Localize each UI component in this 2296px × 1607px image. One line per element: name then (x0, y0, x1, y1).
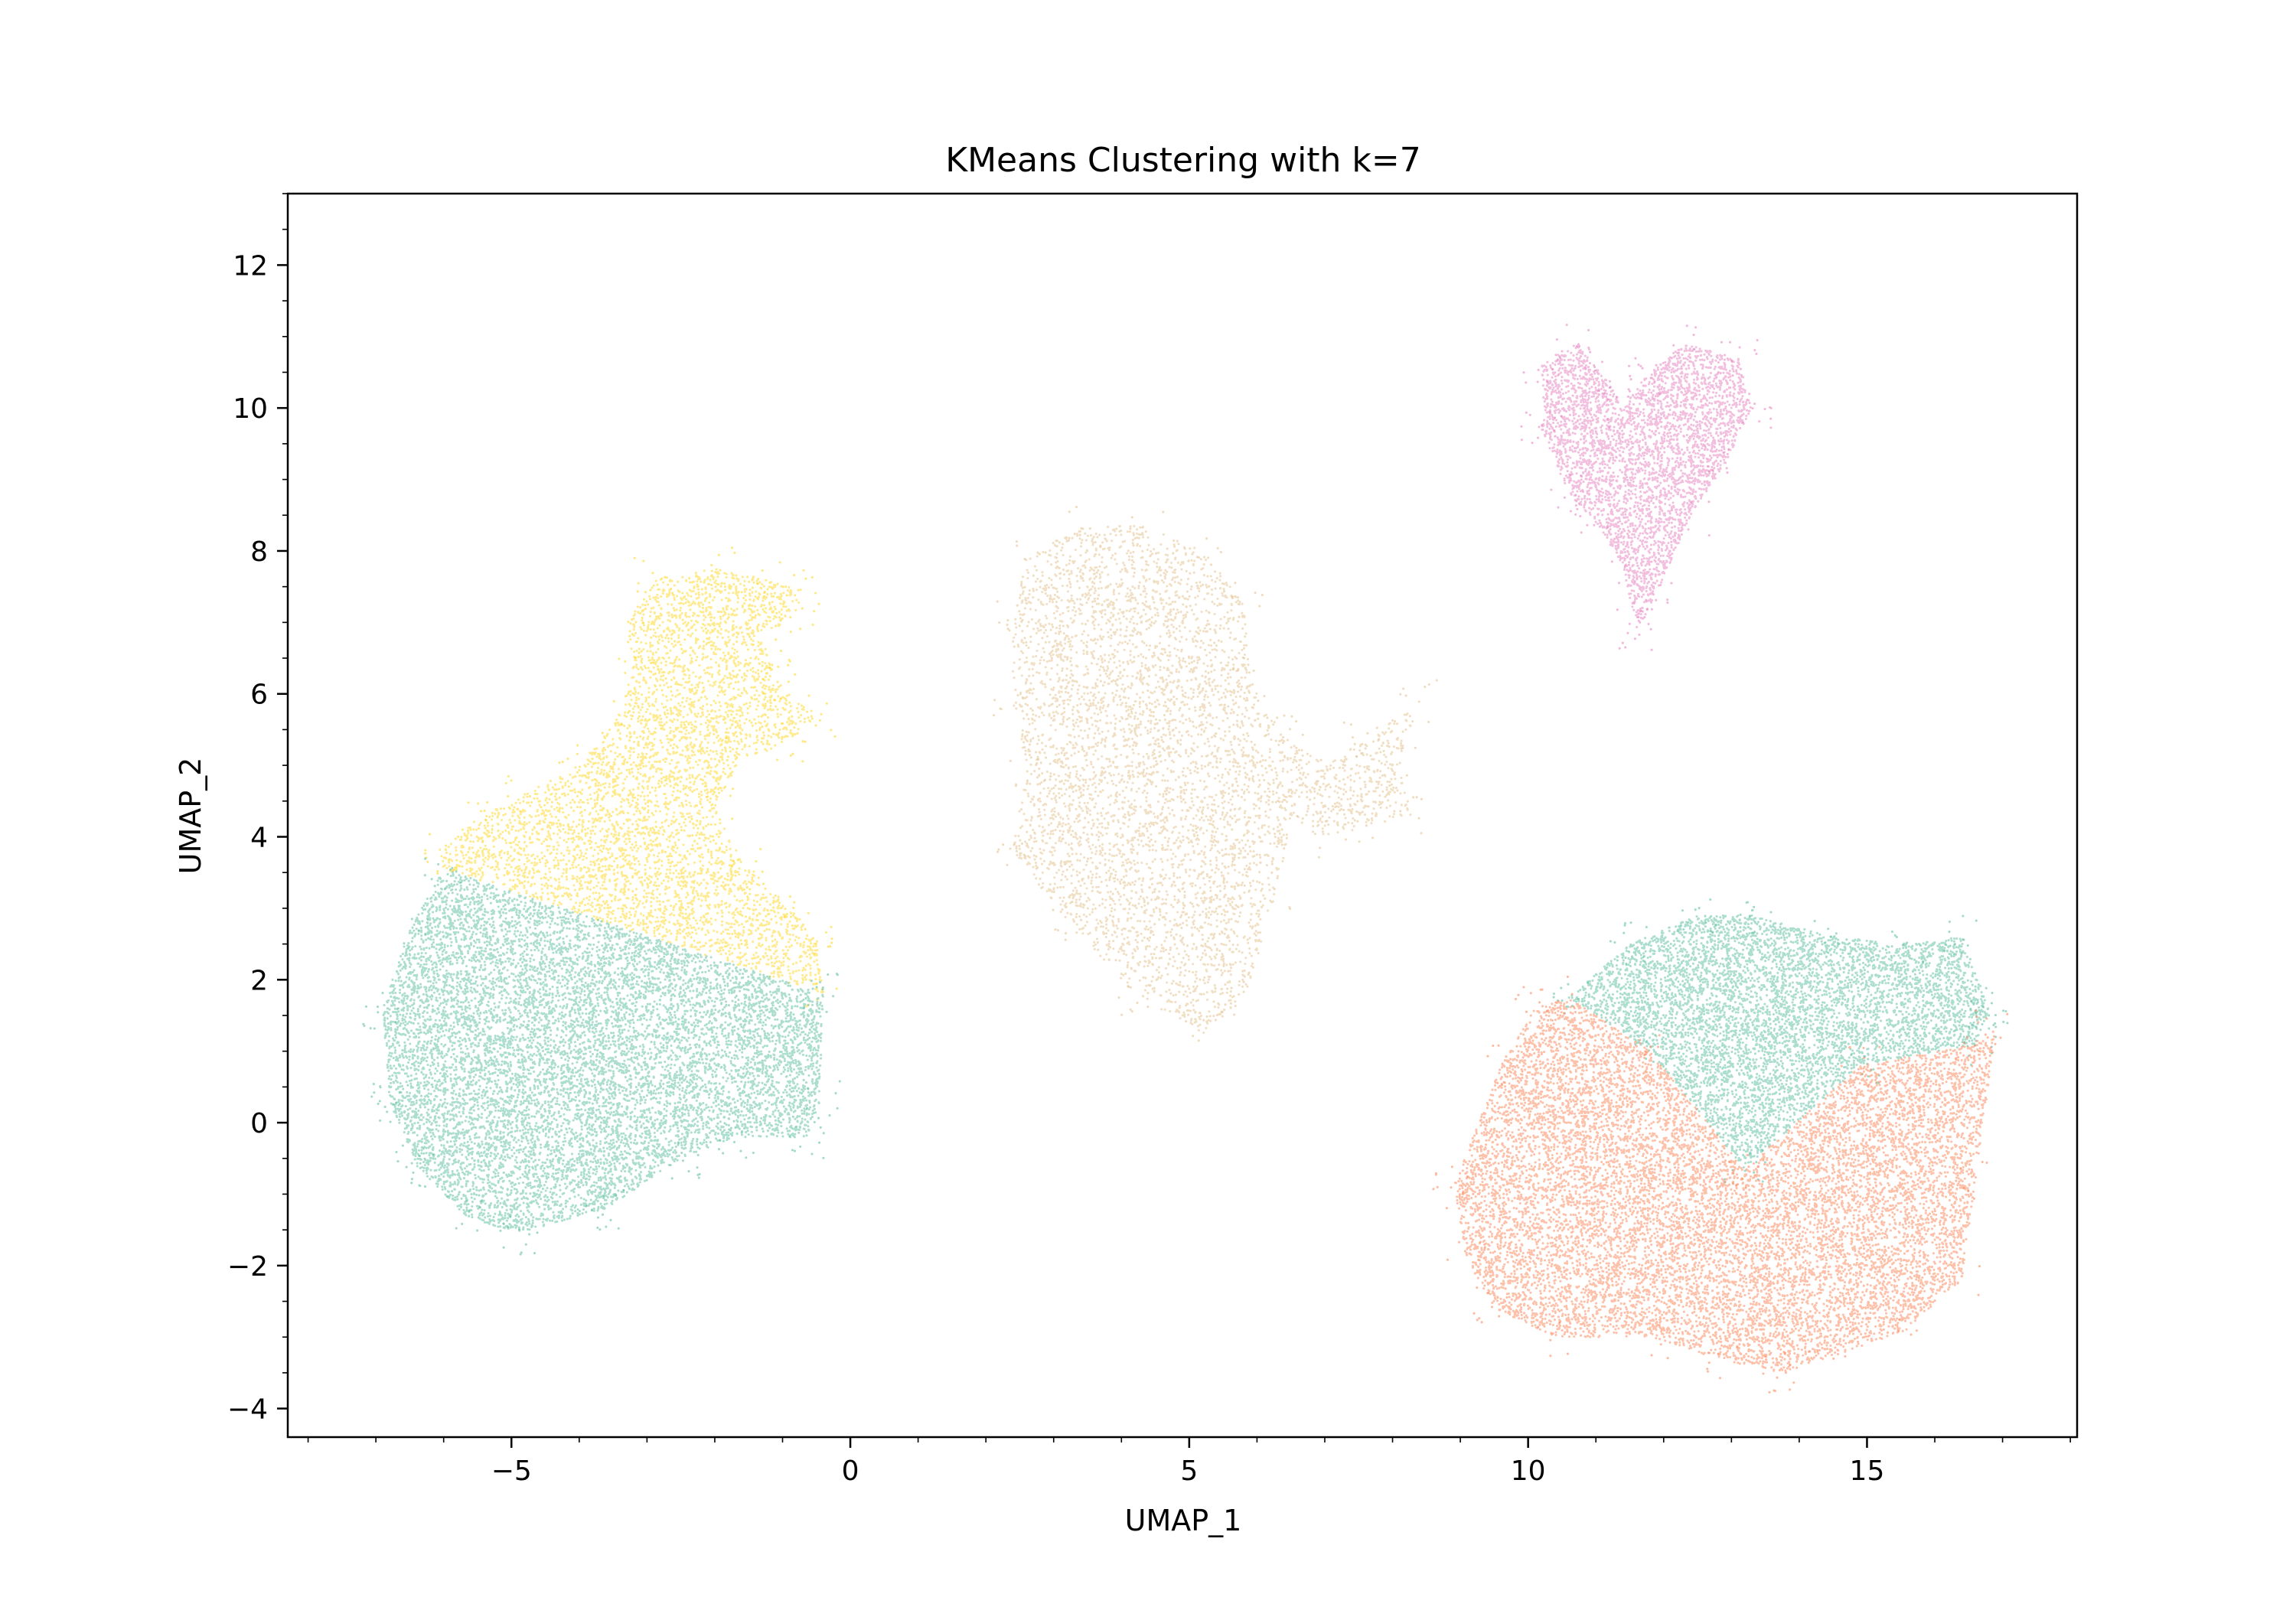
scatter-series (1520, 323, 1773, 651)
y-axis-label: UMAP_2 (174, 758, 207, 875)
x-axis-label: UMAP_1 (1125, 1504, 1242, 1537)
scatter-points-cluster (1012, 524, 1420, 1034)
scatter-points-cluster (1453, 999, 1996, 1372)
y-tick-label: 4 (250, 823, 268, 854)
y-tick-label: 6 (250, 680, 268, 711)
x-tick-label: 0 (842, 1455, 859, 1487)
scatter-series (1432, 975, 2009, 1393)
chart-title: KMeans Clustering with k=7 (945, 141, 1421, 180)
y-tick-label: −4 (227, 1394, 268, 1426)
y-tick-label: 12 (233, 250, 268, 282)
scatter-points-cluster (382, 871, 824, 1232)
y-tick-label: 0 (250, 1108, 268, 1139)
y-tick-label: 10 (233, 393, 268, 425)
y-tick-label: 8 (250, 536, 268, 568)
x-tick-label: 5 (1180, 1455, 1198, 1487)
x-tick-label: −5 (491, 1455, 532, 1487)
x-tick-label: 15 (1850, 1455, 1885, 1487)
y-axis: −4 −2 0 2 4 6 8 10 12 (227, 193, 288, 1426)
x-axis: −5 0 5 10 15 (307, 1437, 2071, 1487)
scatter-series (993, 506, 1438, 1042)
scatter-points-cluster (1567, 914, 1990, 1169)
scatter-points-cluster (1541, 344, 1752, 628)
scatter-points-cluster (439, 568, 823, 993)
y-tick-label: −2 (227, 1251, 268, 1283)
scatter-points (362, 323, 2009, 1393)
scatter-series (424, 546, 838, 1008)
plot-area-frame (286, 192, 2079, 1439)
x-tick-label: 10 (1511, 1455, 1546, 1487)
y-tick-label: 2 (250, 965, 268, 996)
scatter-series (362, 857, 841, 1256)
scatter-series (1552, 898, 2009, 1184)
